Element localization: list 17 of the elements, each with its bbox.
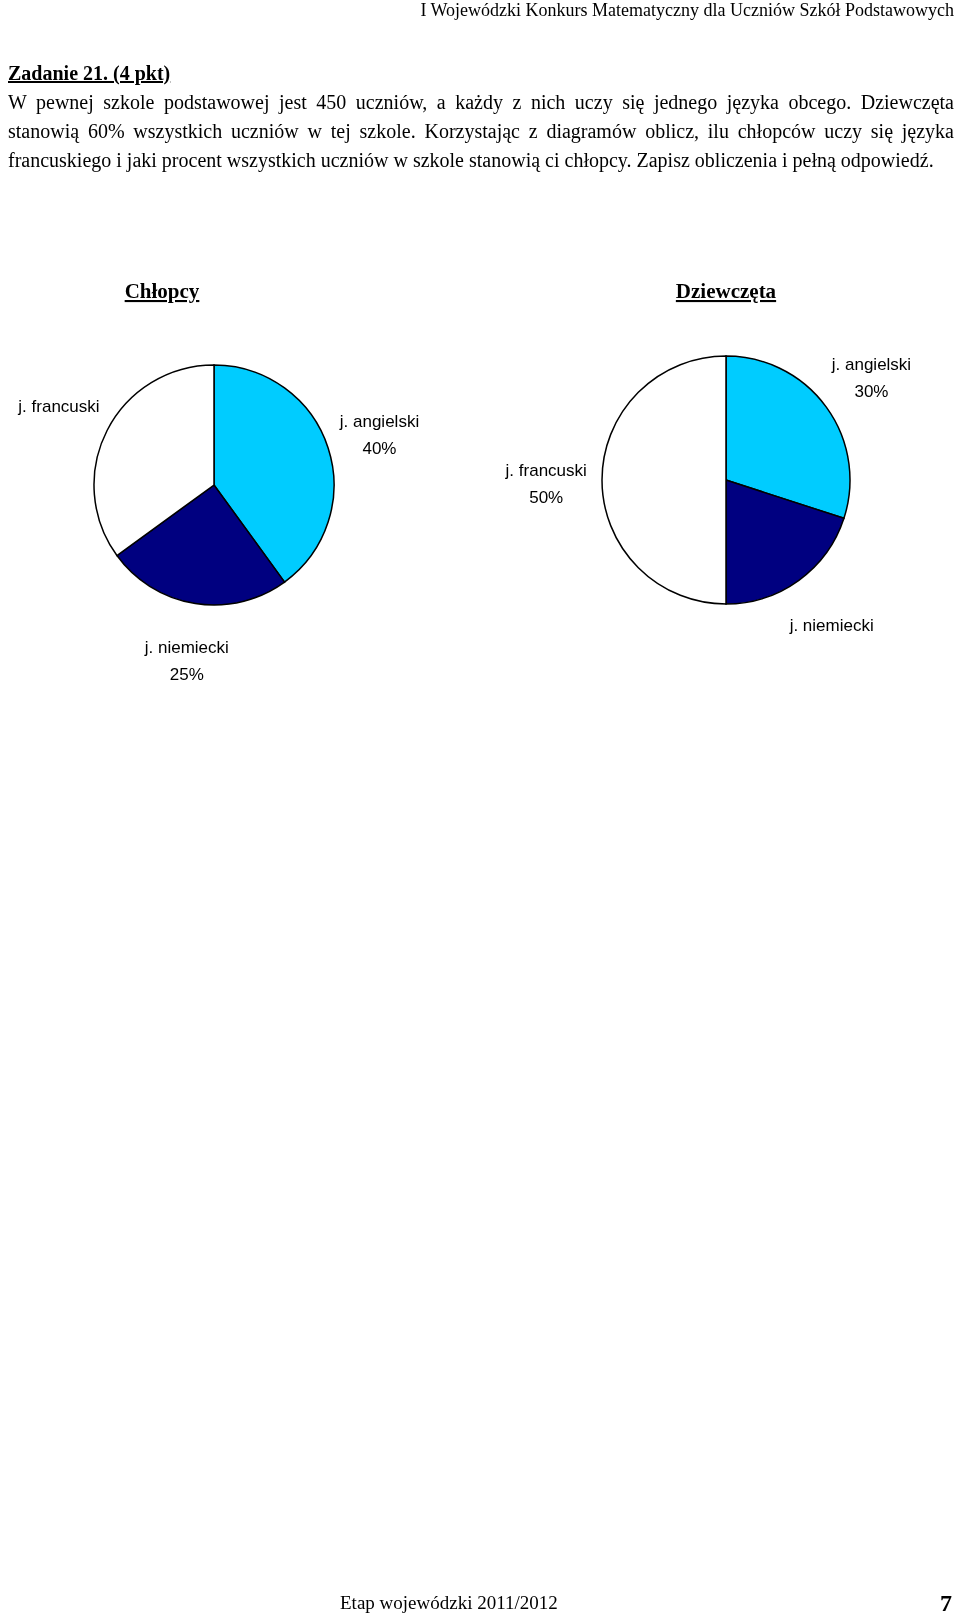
data-label: 25%	[169, 664, 204, 684]
slice-label: j. angielski	[830, 355, 912, 375]
data-label: 50%	[529, 488, 564, 507]
text: 7	[940, 1590, 952, 1617]
slice-label: j. francuski	[17, 397, 100, 417]
slice-label: j. angielski	[338, 412, 420, 432]
chart-title: Dziewczęta	[675, 279, 777, 303]
text: I Wojewódzki Konkurs Matematyczny dla Uczniów Szkół Podstawowych	[420, 0, 954, 21]
data-label: 40%	[362, 439, 397, 459]
slice-label: j. niemiecki	[143, 637, 229, 657]
data-label: 30%	[854, 382, 889, 402]
slice-label: j. francuski	[504, 461, 587, 480]
text: W pewnej szkole podstawowej jest 450 uczniów, a każdy z nich uczy się jednego języka obcego. Dziewczęta stanowią 60% wszystkich uczniów w tej szkole. Korzystając z diagramów oblicz, ilu chłopców uczy się języka francuskiego i jaki procent wszystkich uczniów w szkole stanowią ci chłopcy. Zapisz obliczenia i pełną odpowiedź.	[8, 90, 954, 174]
slice-label: j. niemiecki	[788, 616, 874, 636]
chart-title: Chłopcy	[124, 279, 200, 303]
text: Zadanie 21. (4 pkt)	[8, 62, 171, 85]
text: Etap wojewódzki 2011/2012	[340, 1592, 558, 1614]
